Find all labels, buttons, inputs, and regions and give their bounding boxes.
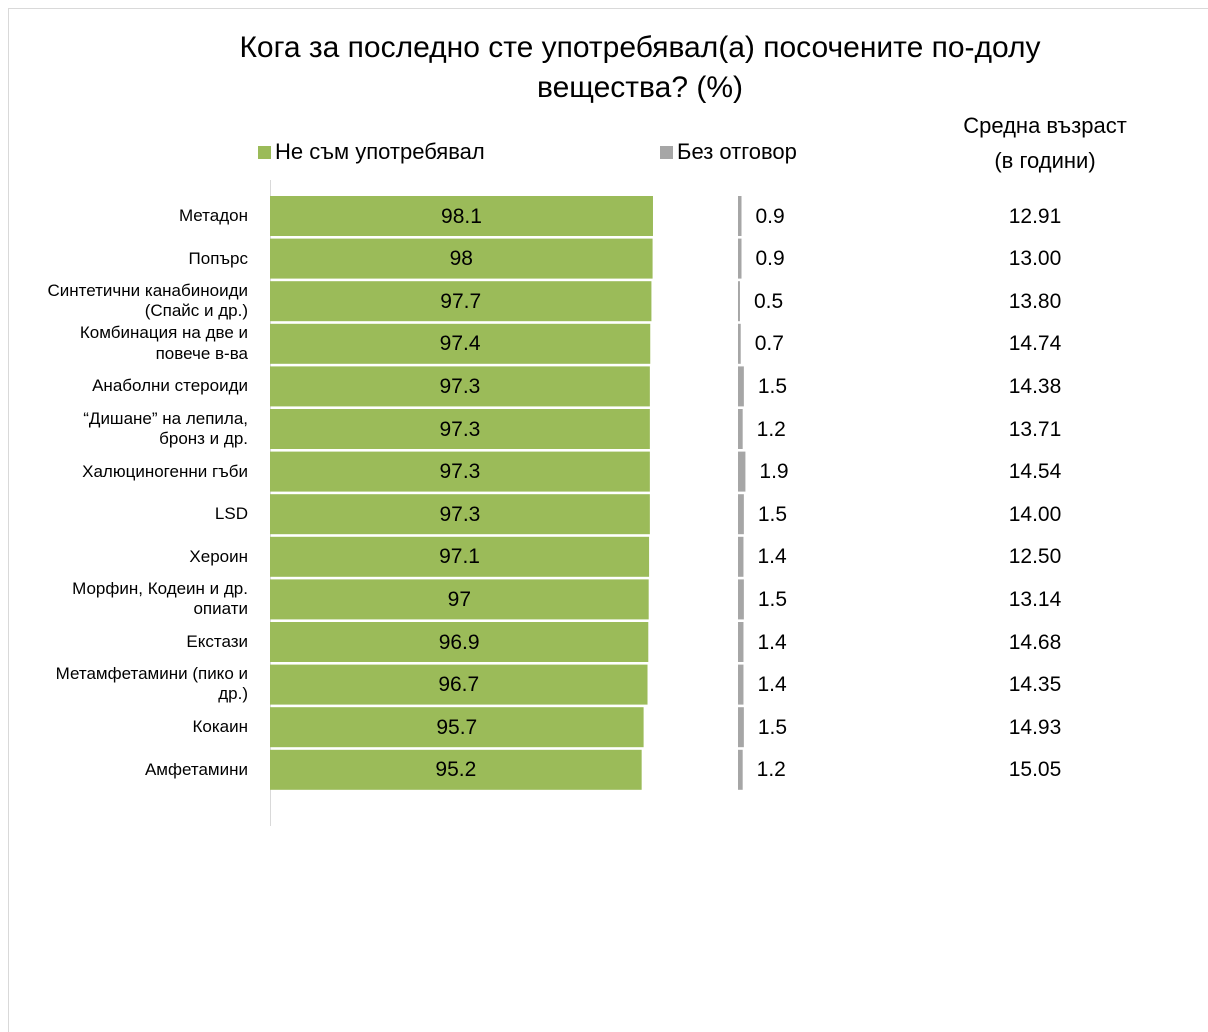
- bar: [738, 579, 744, 620]
- value-label: 97.3: [439, 502, 481, 526]
- bar: [738, 196, 742, 236]
- bar: [738, 494, 744, 535]
- value-label: 97.4: [439, 332, 481, 356]
- category-label: “Дишане” на лепила, бронз и др.: [83, 408, 248, 448]
- value-label: 1.5: [757, 587, 788, 611]
- age-value: 13.80: [1008, 289, 1062, 313]
- category-label: Метамфетамини (пико и др.): [55, 664, 248, 704]
- value-label: 96.9: [438, 630, 480, 654]
- value-label: 1.5: [757, 374, 788, 398]
- age-value: 14.74: [1008, 332, 1062, 356]
- value-label: 98.1: [441, 204, 482, 228]
- bar: [270, 536, 650, 577]
- bar: [270, 749, 642, 790]
- bar: [738, 536, 744, 577]
- age-value: 12.50: [1008, 545, 1062, 569]
- category-label: Попърс: [188, 248, 248, 268]
- value-label: 97: [447, 587, 472, 611]
- bar: [738, 664, 744, 705]
- value-label: 1.2: [756, 417, 786, 441]
- category-label: Метадон: [178, 206, 248, 225]
- frame: [8, 8, 1208, 1032]
- bar: [270, 409, 650, 449]
- age-value: 14.93: [1008, 715, 1062, 739]
- legend-label: Без отговор: [677, 139, 797, 164]
- value-label: 1.4: [757, 630, 787, 654]
- chart-title: Кога за последно сте употребявал(а) посо…: [239, 31, 1041, 104]
- bar: [738, 409, 743, 449]
- value-label: 97.3: [439, 460, 481, 484]
- value-label: 96.7: [438, 673, 480, 697]
- bar: [270, 451, 650, 492]
- bar: [738, 281, 740, 322]
- bar: [738, 622, 744, 662]
- bar: [270, 366, 650, 407]
- legend-swatch: [258, 146, 271, 159]
- age-value: 15.05: [1008, 758, 1062, 782]
- category-label: Комбинация на две и повече в-ва: [79, 323, 248, 363]
- category-label: LSD: [214, 504, 248, 524]
- age-value: 14.68: [1008, 630, 1062, 654]
- bar: [270, 707, 644, 748]
- age-value: 12.91: [1008, 204, 1062, 228]
- bar: [270, 664, 648, 705]
- bar: [738, 749, 743, 790]
- bar: [270, 238, 653, 279]
- bar: [738, 707, 744, 748]
- category-label: Морфин, Кодеин и др. опиати: [72, 578, 248, 619]
- value-label: 1.5: [757, 502, 788, 526]
- age-value: 14.54: [1008, 460, 1062, 484]
- legend-label: Не съм употребявал: [275, 139, 485, 164]
- bar: [270, 281, 652, 322]
- value-label: 0.5: [753, 289, 784, 313]
- column-header: Средна възраст (в години): [963, 113, 1127, 173]
- category-label: Халюциногенни гъби: [82, 461, 248, 481]
- bar: [270, 196, 653, 236]
- category-label: Синтетични канабиноиди (Спайс и др.): [47, 280, 249, 321]
- age-value: 14.35: [1008, 673, 1062, 697]
- age-value: 13.71: [1008, 417, 1062, 441]
- value-label: 1.9: [759, 460, 789, 484]
- value-label: 1.5: [757, 715, 788, 739]
- age-value: 14.00: [1008, 502, 1062, 526]
- value-label: 0.9: [755, 204, 785, 228]
- category-label: Кокаин: [192, 717, 248, 737]
- bar: [738, 366, 744, 407]
- bar: [270, 494, 650, 535]
- bar: [738, 323, 741, 364]
- value-label: 1.2: [756, 758, 786, 782]
- value-label: 0.9: [755, 247, 785, 271]
- category-label: Хероин: [189, 546, 248, 566]
- value-label: 97.1: [439, 545, 480, 569]
- bar: [738, 451, 746, 492]
- legend-swatch: [660, 146, 673, 159]
- value-label: 0.7: [754, 332, 784, 356]
- bar: [270, 579, 649, 620]
- value-label: 98: [449, 247, 473, 271]
- value-label: 95.2: [435, 758, 477, 782]
- category-label: Екстази: [186, 632, 248, 651]
- category-label: Амфетамини: [144, 759, 248, 779]
- category-label: Анаболни стероиди: [92, 376, 248, 396]
- age-value: 14.38: [1008, 374, 1062, 398]
- value-label: 97.3: [439, 374, 481, 398]
- bar: [738, 238, 742, 279]
- value-label: 95.7: [436, 715, 478, 739]
- value-label: 97.3: [439, 417, 481, 441]
- value-label: 1.4: [757, 673, 787, 697]
- bar: [270, 622, 649, 662]
- age-value: 13.14: [1008, 587, 1062, 611]
- value-label: 97.7: [440, 289, 482, 313]
- value-label: 1.4: [757, 545, 787, 569]
- age-value: 13.00: [1008, 247, 1062, 271]
- bar: [270, 323, 651, 364]
